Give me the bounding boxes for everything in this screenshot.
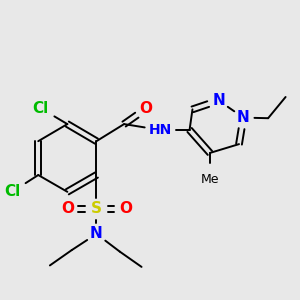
Text: O: O — [61, 201, 74, 216]
Text: Cl: Cl — [4, 184, 20, 199]
Text: N: N — [90, 226, 103, 242]
Text: N: N — [237, 110, 250, 125]
Text: N: N — [212, 93, 225, 108]
Text: O: O — [140, 101, 152, 116]
Text: Cl: Cl — [32, 101, 49, 116]
Text: O: O — [119, 201, 132, 216]
Text: Me: Me — [201, 173, 219, 186]
Text: HN: HN — [149, 123, 172, 137]
Text: S: S — [91, 201, 102, 216]
